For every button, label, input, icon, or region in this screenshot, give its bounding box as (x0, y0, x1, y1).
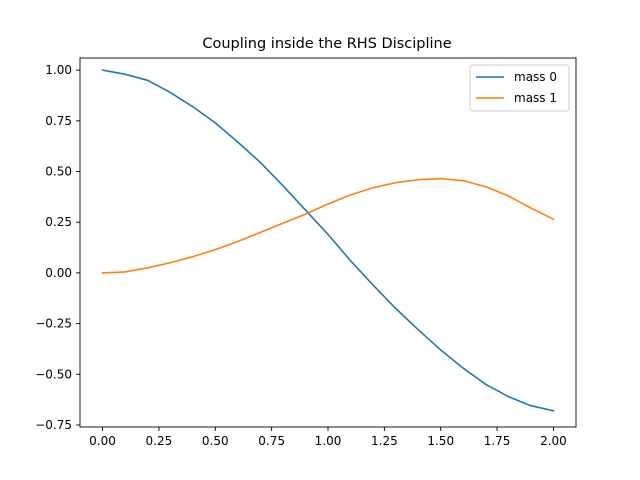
legend-label-0: mass 0 (514, 70, 557, 84)
plot-area (101, 69, 555, 412)
x-tick-label: 0.25 (146, 434, 173, 448)
axes-frame (79, 57, 577, 428)
y-tick-label: 0.00 (45, 266, 72, 280)
series-line-1 (101, 177, 555, 274)
legend-label-1: mass 1 (514, 91, 557, 105)
x-tick-label: 1.50 (427, 434, 454, 448)
x-tick-label: 1.25 (371, 434, 398, 448)
y-tick-label: 0.50 (45, 165, 72, 179)
x-tick-label: 0.50 (202, 434, 229, 448)
x-tick-label: 1.75 (484, 434, 511, 448)
legend: mass 0 mass 1 (469, 64, 570, 112)
x-tick-label: 0.75 (258, 434, 285, 448)
y-tick-label: 0.75 (45, 114, 72, 128)
y-tick-label: 0.25 (45, 215, 72, 229)
y-tick-label: 1.00 (45, 63, 72, 77)
x-tick-label: 0.00 (89, 434, 116, 448)
y-tick-label: −0.25 (35, 317, 72, 331)
x-tick-label: 2.00 (540, 434, 567, 448)
y-tick-label: −0.50 (35, 367, 72, 381)
chart-title: Coupling inside the RHS Discipline (202, 36, 451, 52)
series-line-0 (101, 69, 555, 412)
x-tick-label: 1.00 (315, 434, 342, 448)
y-tick-label: −0.75 (35, 418, 72, 432)
axes: 0.00 0.25 0.50 0.75 1.00 1.25 1.50 1.75 2.00 −0.7… (35, 57, 577, 448)
